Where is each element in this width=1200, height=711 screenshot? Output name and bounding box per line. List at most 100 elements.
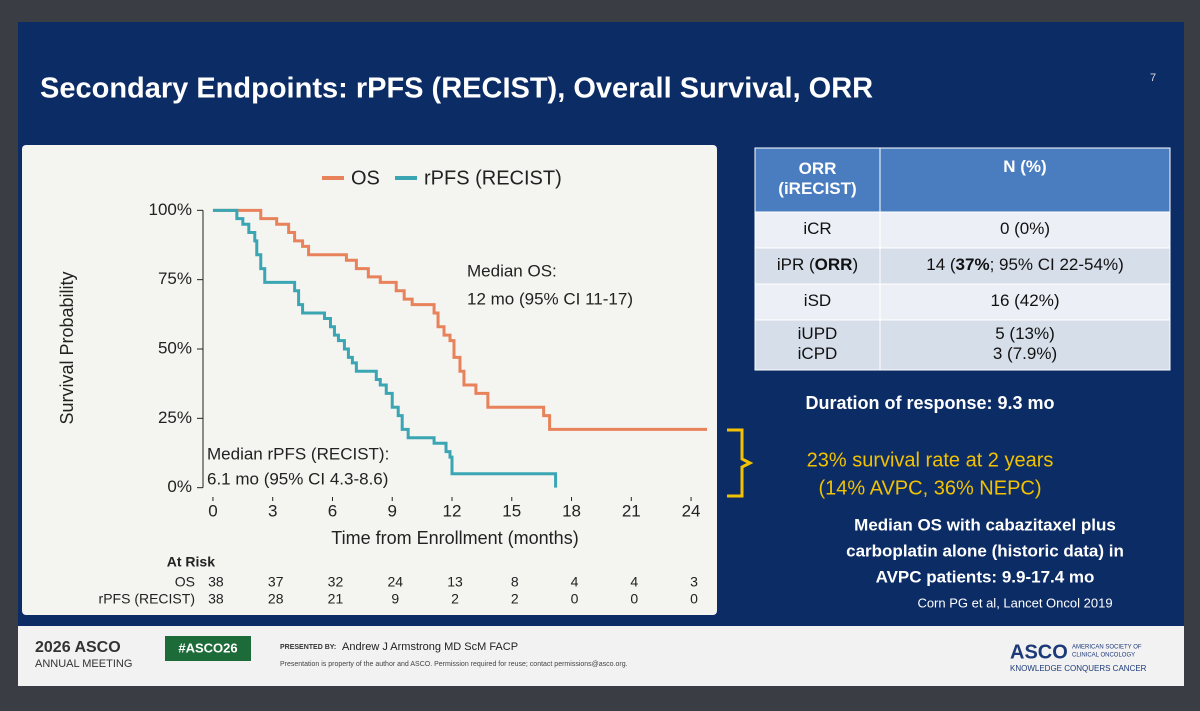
text-run: 0 (0%) [1000, 219, 1050, 238]
table-row [754, 283, 1171, 321]
x-tick-label: 0 [208, 501, 217, 520]
duration-note: Duration of response: 9.3 mo [805, 393, 1054, 413]
at-risk-name: rPFS (RECIST) [99, 591, 195, 607]
x-tick-label: 15 [502, 501, 521, 520]
x-tick-label: 12 [443, 501, 462, 520]
at-risk-name: OS [175, 574, 195, 590]
citation: Corn PG et al, Lancet Oncol 2019 [917, 595, 1112, 610]
table-cell-text: iCR [803, 219, 831, 238]
legend-label: rPFS (RECIST) [424, 167, 562, 189]
table-cell-text: iSD [804, 291, 831, 310]
text-run: 5 (13%) [995, 324, 1055, 343]
logo: ASCO [1010, 641, 1068, 663]
society: CLINICAL ONCOLOGY [1072, 653, 1135, 659]
survival-note: 23% survival rate at 2 years [807, 449, 1054, 471]
table-cell-text: 16 (42%) [991, 291, 1060, 310]
at-risk-count: 8 [511, 574, 519, 590]
at-risk-count: 38 [208, 591, 224, 607]
chart-panel [22, 145, 717, 615]
page-number: 7 [1150, 72, 1156, 84]
hashtag: #ASCO26 [178, 640, 237, 655]
at-risk-count: 38 [208, 574, 224, 590]
text-run: iCR [803, 219, 831, 238]
annotation: Median rPFS (RECIST): [207, 444, 389, 463]
slide-title: Secondary Endpoints: rPFS (RECIST), Over… [40, 73, 873, 105]
at-risk-count: 4 [571, 574, 579, 590]
meeting-sub: ANNUAL MEETING [35, 658, 132, 670]
presented-by: PRESENTED BY: [280, 644, 336, 651]
legend-label: OS [351, 167, 380, 189]
x-tick-label: 18 [562, 501, 581, 520]
survival-curve [212, 208, 707, 431]
at-risk-count: 37 [268, 574, 284, 590]
text-run: (iRECIST) [778, 179, 856, 198]
text-run: ) [852, 255, 858, 274]
annotation: Median OS: [467, 261, 557, 280]
x-tick-label: 6 [328, 501, 337, 520]
table-cell-text: 3 (7.9%) [993, 344, 1057, 363]
at-risk-count: 0 [690, 591, 698, 607]
society: AMERICAN SOCIETY OF [1072, 645, 1142, 651]
table-cell-text: 14 (37%; 95% CI 22-54%) [926, 255, 1124, 274]
historic-note: carboplatin alone (historic data) in [846, 541, 1124, 560]
text-run: N (%) [1003, 157, 1046, 176]
text-run: 3 (7.9%) [993, 344, 1057, 363]
annotation: 6.1 mo (95% CI 4.3-8.6) [207, 469, 388, 488]
table-cell-text: iCPD [798, 344, 838, 363]
text-run: 37% [956, 255, 990, 274]
disclaimer: Presentation is property of the author a… [280, 661, 628, 668]
at-risk-count: 0 [630, 591, 638, 607]
table-row [754, 319, 1171, 371]
table-row [754, 247, 1171, 285]
at-risk-count: 24 [387, 574, 403, 590]
at-risk-count: 3 [690, 574, 698, 590]
at-risk-count: 4 [630, 574, 638, 590]
historic-note: Median OS with cabazitaxel plus [854, 515, 1116, 534]
table-row [754, 211, 1171, 249]
table-cell-text: 0 (0%) [1000, 219, 1050, 238]
table-cell-text: ORR [799, 159, 837, 178]
survival-note: (14% AVPC, 36% NEPC) [818, 477, 1041, 499]
text-run: iPR ( [777, 255, 815, 274]
y-tick-label: 75% [158, 269, 192, 288]
at-risk-count: 2 [451, 591, 459, 607]
annotation: 12 mo (95% CI 11-17) [467, 289, 633, 308]
meeting: 2026 ASCO [35, 639, 121, 656]
at-risk-count: 2 [511, 591, 519, 607]
x-tick-label: 24 [682, 501, 701, 520]
x-tick-label: 9 [388, 501, 397, 520]
text-run: iUPD [798, 324, 838, 343]
at-risk-count: 32 [328, 574, 344, 590]
y-axis-label: Survival Probability [57, 271, 77, 424]
presenter: Andrew J Armstrong MD ScM FACP [342, 641, 518, 653]
text-run: ORR [799, 159, 837, 178]
text-run: iCPD [798, 344, 838, 363]
text-run: ; 95% CI 22-54%) [990, 255, 1124, 274]
text-run: 14 ( [926, 255, 956, 274]
at-risk-title: At Risk [167, 554, 215, 570]
table-cell-text: iPR (ORR) [777, 255, 858, 274]
hashtag-box [165, 636, 251, 661]
x-axis-label: Time from Enrollment (months) [331, 528, 578, 548]
at-risk-count: 13 [447, 574, 463, 590]
text-run: 16 (42%) [991, 291, 1060, 310]
survival-curve [212, 208, 558, 488]
y-tick-label: 0% [167, 477, 192, 496]
y-tick-label: 25% [158, 408, 192, 427]
table-cell-text: N (%) [1003, 157, 1046, 176]
historic-note: AVPC patients: 9.9-17.4 mo [876, 567, 1095, 586]
table-cell-text: iUPD [798, 324, 838, 343]
table-cell-text: 5 (13%) [995, 324, 1055, 343]
table-cell-text: (iRECIST) [778, 179, 856, 198]
at-risk-count: 21 [328, 591, 344, 607]
at-risk-count: 0 [571, 591, 579, 607]
y-tick-label: 50% [158, 338, 192, 357]
tagline: KNOWLEDGE CONQUERS CANCER [1010, 664, 1147, 673]
text-run: iSD [804, 291, 831, 310]
x-tick-label: 3 [268, 501, 277, 520]
text-run: ORR [815, 255, 853, 274]
at-risk-count: 9 [391, 591, 399, 607]
y-tick-label: 100% [149, 200, 192, 219]
